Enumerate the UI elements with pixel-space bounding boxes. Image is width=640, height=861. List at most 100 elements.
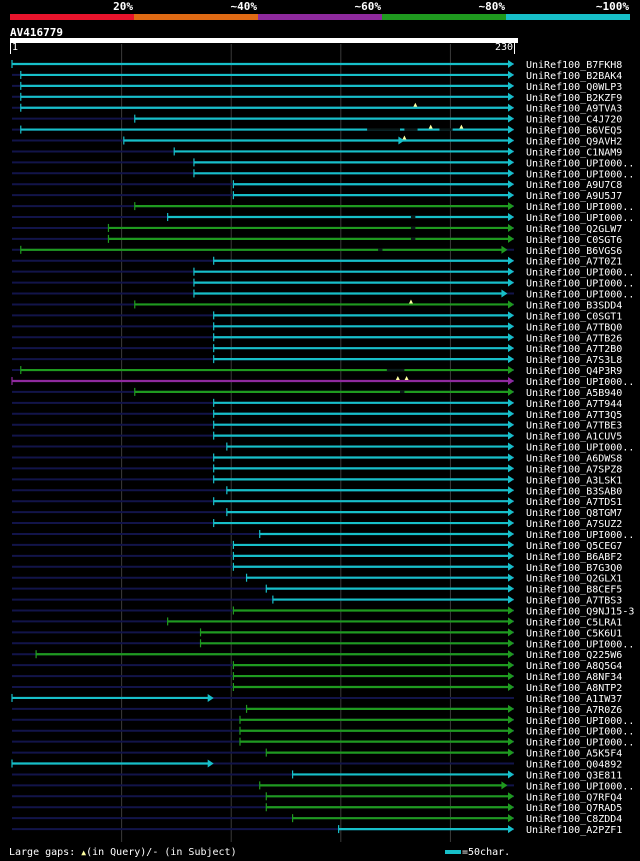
hit-label: UniRef100_A7T3Q5 xyxy=(526,410,622,421)
hit-arrow-icon xyxy=(508,748,514,757)
hit-label: UniRef100_C1NAM9 xyxy=(526,147,622,158)
hit-arrow-icon xyxy=(508,70,514,79)
hit-label: UniRef100_Q2GLX1 xyxy=(526,574,622,585)
hit-label: UniRef100_A7SUZ2 xyxy=(526,519,622,530)
hit-arrow-icon xyxy=(508,704,514,713)
hit-label: UniRef100_UPI000.. xyxy=(526,158,634,169)
hit-arrow-icon xyxy=(508,650,514,659)
legend-label: ~60% xyxy=(354,0,382,13)
hit-label: UniRef100_C5LRA1 xyxy=(526,617,622,628)
legend-segment xyxy=(506,14,630,20)
hit-label: UniRef100_B6VGS6 xyxy=(526,246,622,257)
hit-arrow-icon xyxy=(508,475,514,484)
hit-arrow-icon xyxy=(508,158,514,167)
hit-label: UniRef100_B6VEQ5 xyxy=(526,126,622,137)
hit-arrow-icon xyxy=(207,693,214,702)
hit-label: UniRef100_A6DWS8 xyxy=(526,453,622,464)
hit-label: UniRef100_Q0WLP3 xyxy=(526,82,622,93)
hit-label: UniRef100_Q9AVH2 xyxy=(526,137,622,148)
hit-label: UniRef100_A7TB26 xyxy=(526,333,622,344)
hit-label: UniRef100_A7TDS1 xyxy=(526,497,622,508)
hit-arrow-icon xyxy=(508,584,514,593)
hit-label: UniRef100_UPI000.. xyxy=(526,279,634,290)
legend-label: ~40% xyxy=(230,0,258,13)
hit-arrow-icon xyxy=(508,715,514,724)
hit-arrow-icon xyxy=(508,639,514,648)
hit-label: UniRef100_UPI000.. xyxy=(526,443,634,454)
hit-label: UniRef100_Q7RAD5 xyxy=(526,803,622,814)
hit-arrow-icon xyxy=(508,508,514,517)
hit-label: UniRef100_A5K5F4 xyxy=(526,749,622,760)
query-gap-icon xyxy=(408,299,413,304)
query-start: 1 xyxy=(10,42,19,54)
hit-arrow-icon xyxy=(508,726,514,735)
hit-arrow-icon xyxy=(508,628,514,637)
hit-label: UniRef100_C4J720 xyxy=(526,115,622,126)
hit-label: UniRef100_Q8TGM7 xyxy=(526,508,622,519)
hit-label: UniRef100_UPI000.. xyxy=(526,530,634,541)
hit-label: UniRef100_UPI000.. xyxy=(526,213,634,224)
hit-arrow-icon xyxy=(508,376,514,385)
scale-legend: =50char. xyxy=(445,847,510,858)
hit-arrow-icon xyxy=(508,147,514,156)
hit-arrow-icon xyxy=(508,683,514,692)
hit-arrow-icon xyxy=(508,825,514,834)
hit-arrow-icon xyxy=(508,278,514,287)
hit-arrow-icon xyxy=(508,814,514,823)
legend-label: ~80% xyxy=(478,0,506,13)
hit-arrow-icon xyxy=(508,103,514,112)
hit-arrow-icon xyxy=(508,387,514,396)
legend-segment xyxy=(134,14,258,20)
query-gap-icon xyxy=(413,102,418,107)
hit-arrow-icon xyxy=(508,486,514,495)
hit-label: UniRef100_Q7RFQ4 xyxy=(526,792,622,803)
hit-arrow-icon xyxy=(508,267,514,276)
hit-arrow-icon xyxy=(508,617,514,626)
hit-arrow-icon xyxy=(501,781,508,790)
hit-arrow-icon xyxy=(508,497,514,506)
hit-label: UniRef100_A9U7C8 xyxy=(526,180,622,191)
hit-arrow-icon xyxy=(508,191,514,200)
hit-arrow-icon xyxy=(207,759,214,768)
hit-label: UniRef100_UPI000.. xyxy=(526,290,634,301)
hit-arrow-icon xyxy=(508,442,514,451)
hit-label: UniRef100_Q4P3R9 xyxy=(526,366,622,377)
hit-label: UniRef100_Q225W6 xyxy=(526,650,622,661)
hit-arrow-icon xyxy=(508,661,514,670)
hit-arrow-icon xyxy=(508,60,514,68)
hit-label: UniRef100_A7S3L8 xyxy=(526,355,622,366)
hit-label: UniRef100_B6ABF2 xyxy=(526,552,622,563)
hit-label: UniRef100_A7T0Z1 xyxy=(526,257,622,268)
hit-label: UniRef100_B7FKH8 xyxy=(526,60,622,71)
legend-label: ~100% xyxy=(595,0,629,13)
query-gap-icon xyxy=(402,135,407,140)
query-name: AV416779 xyxy=(10,26,63,39)
hit-arrow-icon xyxy=(508,431,514,440)
hit-arrow-icon xyxy=(508,540,514,549)
hit-label: UniRef100_A7T2B0 xyxy=(526,344,622,355)
hit-label: UniRef100_B2BAK4 xyxy=(526,71,622,82)
hit-arrow-icon xyxy=(508,213,514,222)
hit-arrow-icon xyxy=(508,672,514,681)
hit-arrow-icon xyxy=(508,81,514,90)
hit-label: UniRef100_C0SGT1 xyxy=(526,311,622,322)
hit-label: UniRef100_A7T944 xyxy=(526,399,622,410)
hit-label: UniRef100_Q3E811 xyxy=(526,770,622,781)
hit-label: UniRef100_UPI000.. xyxy=(526,377,634,388)
legend-segment xyxy=(382,14,506,20)
hit-arrow-icon xyxy=(508,562,514,571)
hit-arrow-icon xyxy=(508,398,514,407)
hit-label: UniRef100_UPI000.. xyxy=(526,169,634,180)
hit-arrow-icon xyxy=(508,770,514,779)
hit-arrow-icon xyxy=(508,464,514,473)
legend-segment xyxy=(258,14,382,20)
query-end: 230 xyxy=(495,42,516,54)
hit-arrow-icon xyxy=(508,453,514,462)
hit-label: UniRef100_A3LSK1 xyxy=(526,475,622,486)
hit-arrow-icon xyxy=(508,92,514,101)
hit-arrow-icon xyxy=(508,125,514,134)
scale-label: =50char. xyxy=(462,847,511,858)
hit-label: UniRef100_A9U5J7 xyxy=(526,191,622,202)
hit-arrow-icon xyxy=(508,803,514,812)
